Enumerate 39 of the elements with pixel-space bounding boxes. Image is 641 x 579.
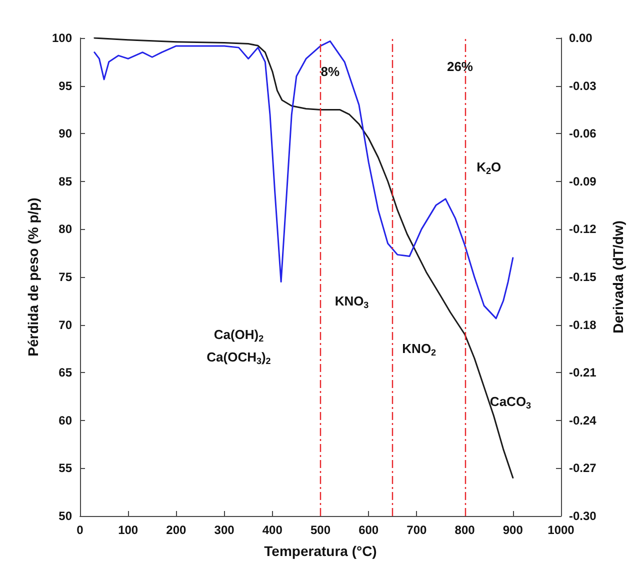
line-series [94,40,514,320]
y-tick-label: 55 [58,461,72,476]
y2-tick-label: -0.24 [569,413,597,428]
x-tick-label: 800 [454,523,476,537]
y2-tick-label: -0.12 [569,222,597,236]
y-tick-label: 100 [52,31,72,45]
y2-tick-label: -0.27 [569,461,597,476]
x-tick-label: 0 [76,523,84,537]
y-tick-label: 50 [58,509,72,523]
y2-tick-label: 0.00 [569,31,593,45]
y-axis-title: Pérdida de peso (% p/p) [25,198,41,356]
y2-axis-title: Derivada (dT/dw) [610,220,626,334]
y-tick-label: 80 [58,222,72,236]
y2-tick-label: -0.06 [569,126,597,141]
x-axis-title: Temperatura (°C) [264,543,377,559]
x-tick-label: 600 [358,523,379,537]
y2-tick-label: -0.18 [569,318,597,332]
x-tick-label: 900 [502,523,524,537]
x-tick-label: 200 [166,523,187,537]
y-tick-label: 65 [58,366,72,380]
x-tick-label: 1000 [548,523,575,537]
y2-tick-label: -0.09 [569,174,597,188]
y2-tick-label: -0.15 [569,270,597,284]
x-tick-label: 300 [214,523,235,537]
y-tick-label: 75 [58,270,72,284]
y2-tick-label: -0.30 [569,509,597,523]
x-tick-label: 100 [118,523,138,537]
y2-tick-label: -0.03 [569,78,597,93]
y-tick-label: 70 [58,318,72,332]
y2-tick-label: -0.21 [569,366,597,380]
x-tick-label: 500 [310,523,331,537]
annotation: 26% [446,59,474,74]
y-tick-label: 60 [58,413,72,428]
annotation: 8% [320,64,340,79]
y-tick-label: 85 [58,174,72,188]
x-tick-label: 400 [262,523,283,537]
x-tick-label: 700 [406,523,428,537]
y-tick-label: 95 [58,78,72,93]
y-tick-label: 90 [58,126,72,141]
